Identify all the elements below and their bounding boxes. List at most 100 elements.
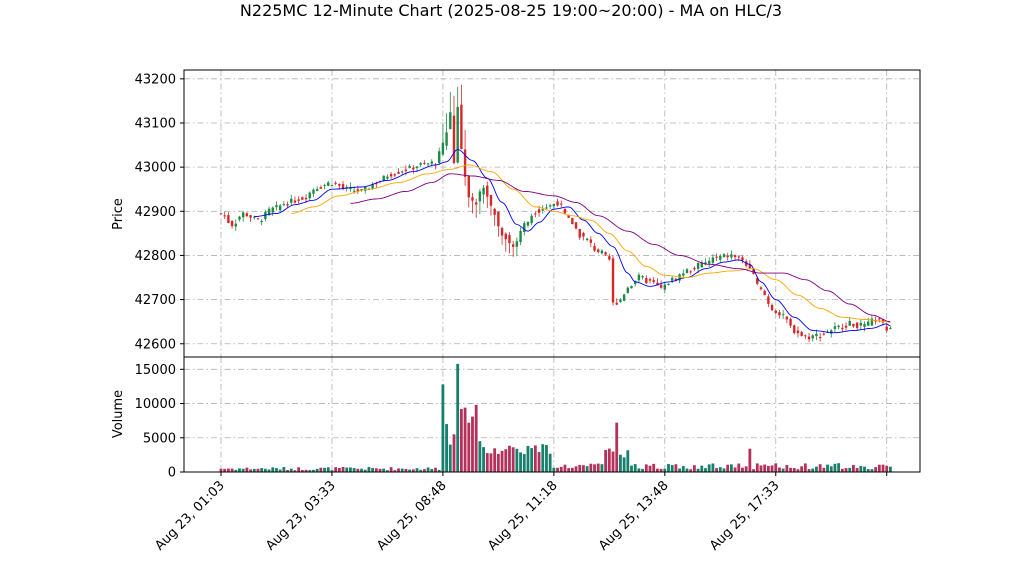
volume-bar	[389, 467, 393, 472]
candle-body	[515, 241, 519, 247]
candle-body	[785, 316, 789, 320]
candle-body	[837, 325, 840, 328]
candle-body	[556, 201, 559, 206]
candle-body	[604, 252, 607, 255]
volume-bar	[637, 468, 641, 472]
candle-body	[389, 174, 393, 177]
candle-body	[341, 184, 345, 189]
candle-body	[404, 169, 408, 172]
candle-body	[371, 183, 374, 190]
volume-bar	[526, 445, 530, 472]
volume-bar	[267, 469, 271, 472]
candle-body	[534, 213, 537, 215]
volume-bar	[829, 466, 833, 472]
volume-bar	[585, 466, 589, 472]
x-tick-label: Aug 23, 01:03	[152, 478, 228, 554]
volume-bar	[393, 470, 397, 472]
candle-body	[648, 279, 652, 281]
volume-bar	[774, 463, 778, 472]
candle-body	[319, 187, 323, 189]
candle-body	[560, 203, 563, 205]
x-tick-label: Aug 25, 11:18	[485, 478, 561, 554]
candle-body	[711, 257, 715, 263]
volume-bar	[726, 464, 730, 472]
candle-body	[238, 216, 241, 220]
volume-bar	[700, 465, 704, 472]
candle-body	[223, 215, 226, 217]
volume-bar	[704, 468, 707, 472]
candle-body	[626, 287, 630, 294]
volume-bar	[818, 464, 822, 472]
volume-bar	[522, 454, 526, 472]
volume-bar	[345, 467, 349, 472]
candle-body	[759, 287, 763, 290]
volume-bar	[504, 449, 508, 472]
volume-bar	[363, 469, 367, 472]
volume-bar	[663, 468, 667, 472]
candle-body	[519, 230, 522, 243]
volume-bar	[696, 468, 700, 472]
candle-body	[430, 161, 433, 164]
candle-body	[267, 208, 271, 215]
volume-bar	[397, 468, 400, 472]
volume-bar	[371, 468, 375, 472]
candle-body	[338, 183, 341, 186]
candle-body	[796, 330, 800, 334]
volume-bar	[644, 464, 648, 472]
volume-bar	[833, 463, 837, 472]
volume-bar	[300, 470, 304, 472]
volume-bar	[822, 467, 826, 472]
volume-bar	[840, 468, 844, 472]
volume-bar	[238, 468, 241, 472]
volume-bar	[607, 448, 611, 472]
candle-body	[730, 254, 733, 258]
candle-body	[597, 249, 600, 253]
candle-body	[778, 312, 781, 316]
volume-bar	[670, 465, 674, 472]
candle-body	[748, 264, 752, 269]
volume-bar	[604, 450, 608, 472]
volume-bar	[419, 469, 423, 472]
volume-bar	[803, 463, 807, 472]
volume-bar	[870, 469, 874, 472]
volume-bar	[763, 464, 767, 472]
volume-bar	[689, 469, 693, 472]
volume-bar	[633, 464, 637, 472]
volume-bar	[260, 468, 264, 472]
candle-body	[441, 142, 445, 155]
volume-bar	[278, 469, 282, 472]
candle-body	[401, 171, 404, 173]
volume-bar	[408, 469, 412, 472]
volume-axis-label: Volume	[111, 390, 126, 438]
axis-layer: 42600 42700 42800 42900 43000 43100 43200 0 5000…	[135, 72, 888, 554]
volume-bar	[334, 467, 338, 472]
volume-bar	[778, 467, 781, 472]
volume-bar	[511, 447, 515, 472]
candle-body	[789, 318, 792, 326]
candle-body	[833, 326, 837, 330]
candle-body	[733, 255, 737, 258]
volume-bar	[500, 450, 504, 472]
candle-body	[600, 250, 604, 254]
volume-bar	[552, 467, 556, 472]
candle-body	[818, 337, 822, 339]
candle-body	[781, 314, 785, 316]
volume-bar	[223, 468, 227, 472]
candle-body	[685, 269, 689, 273]
volume-bar	[533, 445, 537, 472]
candle-body	[449, 112, 452, 130]
volume-bar	[326, 467, 330, 472]
volume-bar	[567, 468, 571, 472]
candle-body	[253, 216, 256, 218]
candle-body	[511, 244, 515, 247]
candle-body	[463, 149, 467, 177]
candle-body	[855, 322, 859, 328]
volume-bar	[674, 464, 678, 472]
price-tick-label: 43100	[135, 116, 176, 131]
candle-body	[304, 197, 308, 200]
volume-bar	[593, 464, 596, 472]
candle-body	[530, 215, 533, 224]
volume-bar	[752, 469, 755, 472]
